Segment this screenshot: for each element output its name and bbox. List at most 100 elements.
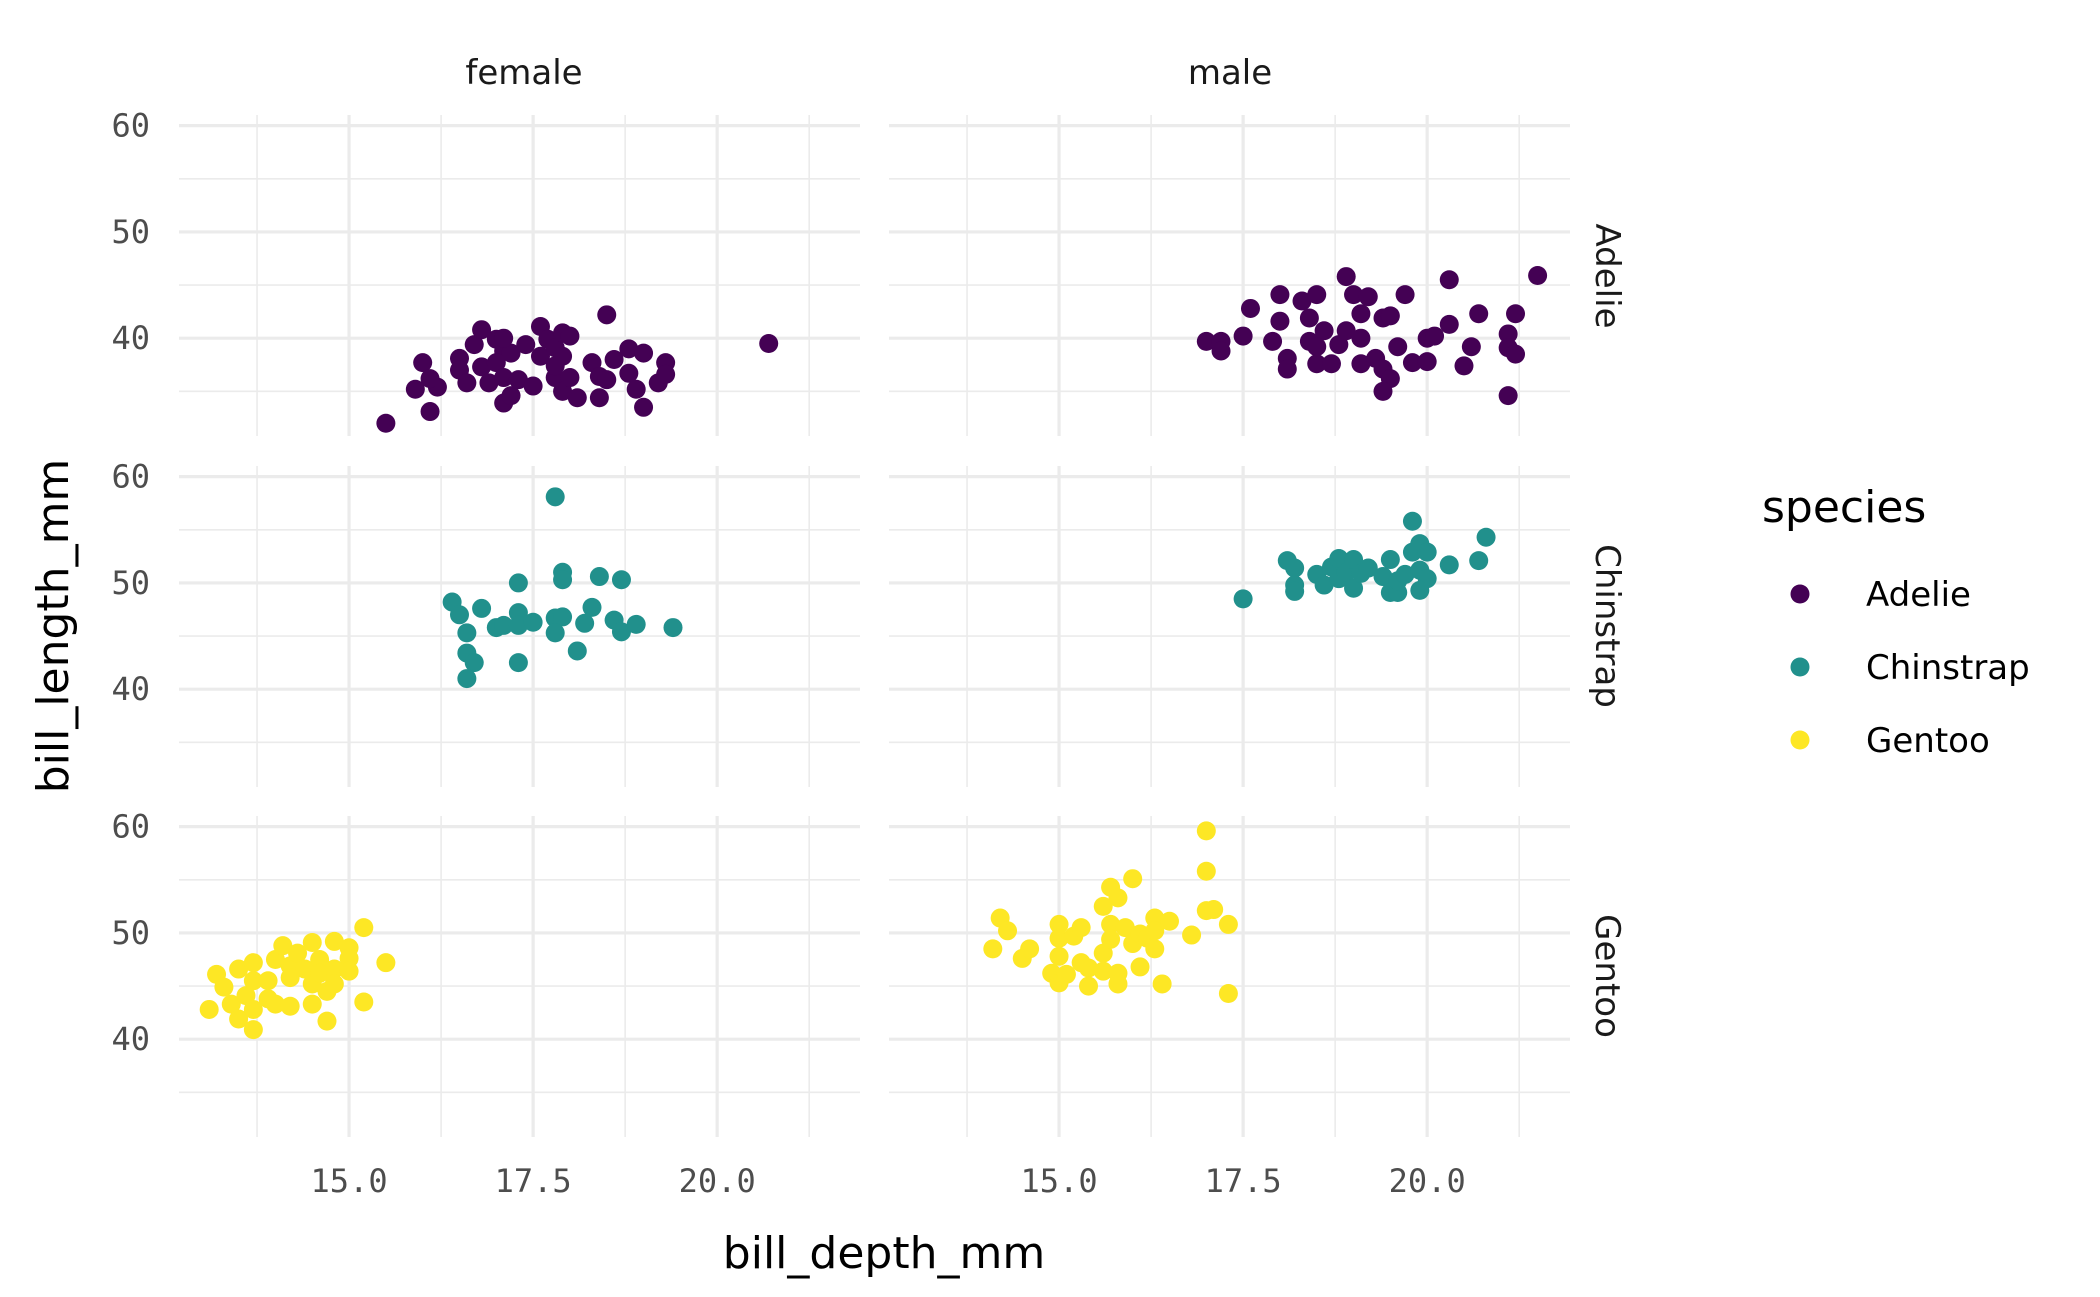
- data-point: [1498, 324, 1518, 344]
- facet-panels: 40 50 60 40 50 60 40 50 60 15.0 17.5 20.0 15.0 17.5 20…: [111, 107, 1570, 1200]
- data-point: [243, 971, 263, 991]
- data-point: [1351, 328, 1371, 348]
- data-point: [575, 613, 595, 633]
- data-point: [626, 614, 646, 634]
- data-point: [457, 623, 477, 643]
- x-tick-label: 15.0: [311, 1162, 388, 1200]
- data-point: [494, 328, 514, 348]
- panel-chinstrap-female: [179, 466, 860, 787]
- strip-label-female: female: [465, 53, 582, 93]
- data-point: [1049, 946, 1069, 966]
- data-point: [1506, 304, 1526, 324]
- data-point: [560, 368, 580, 388]
- data-point: [1439, 314, 1459, 334]
- data-point: [1402, 353, 1422, 373]
- x-tick-label: 15.0: [1021, 1162, 1098, 1200]
- column-strips: female male: [465, 53, 1272, 93]
- data-point: [1145, 939, 1165, 959]
- data-point: [589, 388, 609, 408]
- data-point: [545, 623, 565, 643]
- data-point: [302, 932, 322, 952]
- data-point: [508, 573, 528, 593]
- data-point: [1093, 896, 1113, 916]
- data-point: [1020, 939, 1040, 959]
- data-point: [1145, 921, 1165, 941]
- data-point: [1395, 285, 1415, 305]
- data-point: [243, 999, 263, 1019]
- data-point: [1476, 527, 1496, 547]
- data-point: [560, 326, 580, 346]
- data-point: [1159, 911, 1179, 931]
- data-point: [1314, 575, 1334, 595]
- data-point: [1093, 961, 1113, 981]
- legend-key-gentoo: [1790, 730, 1810, 750]
- data-point: [1101, 914, 1121, 934]
- data-point: [1469, 304, 1489, 324]
- data-point: [523, 612, 543, 632]
- data-point: [1344, 285, 1364, 305]
- strip-label-gentoo: Gentoo: [1587, 914, 1627, 1038]
- legend-item-adelie[interactable]: Adelie: [1790, 575, 1971, 615]
- data-point: [258, 971, 278, 991]
- data-point: [1233, 326, 1253, 346]
- data-point: [1108, 888, 1128, 908]
- y-tick-label: 40: [111, 670, 150, 708]
- data-point: [508, 615, 528, 635]
- legend-title: species: [1762, 482, 1926, 533]
- data-point: [1358, 287, 1378, 307]
- data-point: [464, 335, 484, 355]
- data-point: [288, 943, 308, 963]
- data-point: [1469, 551, 1489, 571]
- data-point: [1196, 861, 1216, 881]
- data-point: [553, 570, 573, 590]
- data-point: [1506, 344, 1526, 364]
- legend-label-chinstrap: Chinstrap: [1866, 648, 2030, 688]
- strip-label-male: male: [1188, 53, 1272, 93]
- data-point: [1528, 266, 1548, 285]
- y-tick-label: 50: [111, 914, 150, 952]
- data-point: [656, 364, 676, 384]
- series-adelie-female: [376, 305, 779, 433]
- data-point: [604, 349, 624, 369]
- data-point: [1218, 984, 1238, 1004]
- strip-label-adelie: Adelie: [1587, 224, 1627, 329]
- data-point: [611, 622, 631, 642]
- data-point: [1130, 957, 1150, 977]
- data-point: [1152, 974, 1172, 994]
- data-point: [611, 570, 631, 590]
- legend-key-chinstrap: [1790, 657, 1810, 677]
- data-point: [998, 921, 1018, 941]
- data-point: [479, 373, 499, 393]
- data-point: [1285, 581, 1305, 601]
- data-point: [457, 373, 477, 393]
- data-point: [1218, 914, 1238, 934]
- data-point: [229, 959, 249, 979]
- data-point: [1314, 321, 1334, 341]
- x-tick-label: 17.5: [495, 1162, 572, 1200]
- data-point: [553, 607, 573, 627]
- data-point: [1211, 341, 1231, 361]
- data-point: [545, 487, 565, 507]
- data-point: [1439, 555, 1459, 575]
- data-point: [523, 376, 543, 396]
- data-point: [1373, 381, 1393, 401]
- legend-item-gentoo[interactable]: Gentoo: [1790, 721, 1990, 761]
- panel-adelie-female: [179, 115, 860, 436]
- data-point: [1196, 821, 1216, 841]
- data-point: [1115, 918, 1135, 938]
- data-point: [339, 961, 359, 981]
- data-point: [1336, 321, 1356, 341]
- data-point: [634, 397, 654, 417]
- data-point: [567, 641, 587, 661]
- data-point: [983, 939, 1003, 959]
- data-point: [589, 567, 609, 587]
- data-point: [494, 368, 514, 388]
- data-point: [273, 936, 293, 956]
- x-tick-label: 17.5: [1205, 1162, 1282, 1200]
- legend-item-chinstrap[interactable]: Chinstrap: [1790, 648, 2030, 688]
- series-gentoo-female: [199, 918, 396, 1040]
- data-point: [199, 999, 219, 1019]
- data-point: [1196, 331, 1216, 351]
- data-point: [221, 994, 241, 1014]
- data-point: [413, 353, 433, 373]
